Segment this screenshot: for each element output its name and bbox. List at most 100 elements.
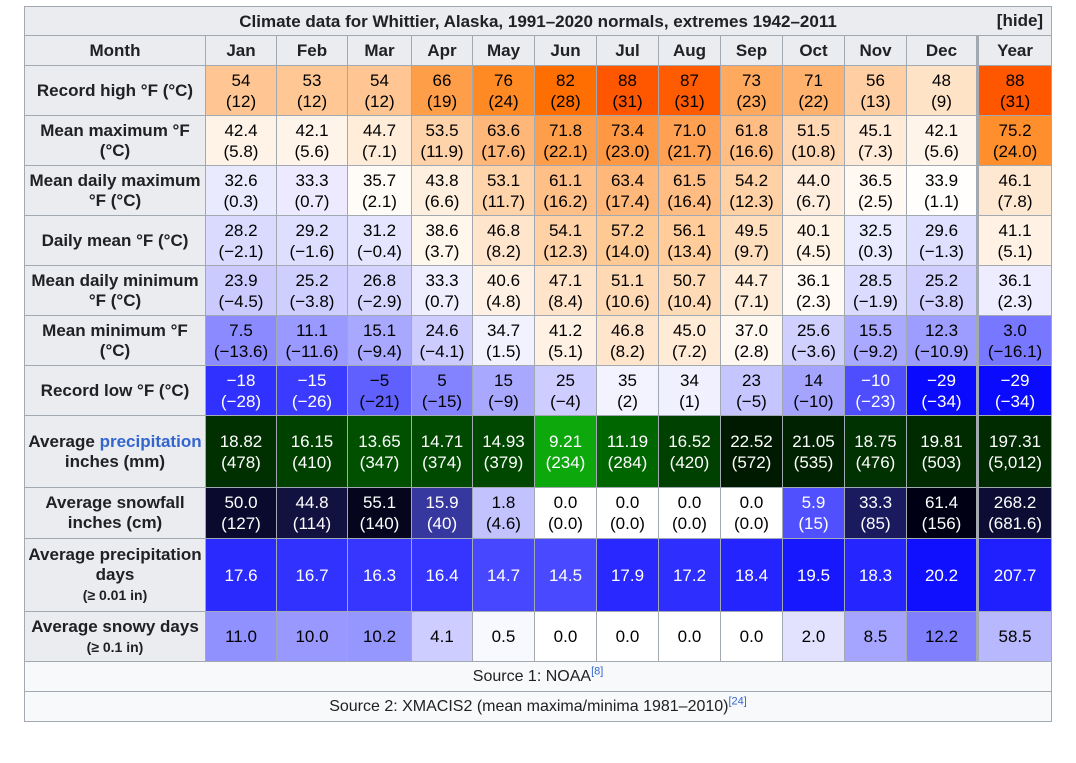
source-1-ref-link[interactable]: [8] — [591, 665, 604, 678]
cell-value-c: (−2.9) — [357, 291, 402, 311]
cell-value-c: (140) — [359, 514, 400, 533]
cell-value-c: (2) — [617, 391, 638, 411]
cell-daily-mean-jan: 28.2 (−2.1) — [205, 215, 277, 266]
cell-value-f: 66 — [432, 70, 452, 90]
cell-mean-max-may: 63.6 (17.6) — [472, 115, 535, 166]
cell-precipitation-jun: 9.21 (234) — [534, 415, 597, 488]
cell-mean-min-jul: 46.8 (8.2) — [596, 315, 659, 366]
cell-value-f: 71 — [804, 70, 823, 90]
cell-value-c: (420) — [669, 452, 710, 472]
cell-daily-mean-jun: 54.1 (12.3) — [534, 215, 597, 266]
cell-value-c: (8.2) — [486, 241, 521, 261]
precipitation-link[interactable]: precipitation — [99, 431, 202, 451]
cell-value-c: (234) — [545, 452, 586, 472]
row-label-text: Mean minimum °F (°C) — [42, 320, 188, 360]
cell-mean-min-aug: 45.0 (7.2) — [658, 315, 721, 366]
cell-mean-min-may: 34.7 (1.5) — [472, 315, 535, 366]
cell-value-c: (10.4) — [667, 291, 712, 311]
row-label-text: Average precipitation days — [28, 545, 202, 584]
cell-value-c: (127) — [221, 514, 261, 533]
row-snowfall: Average snowfall inches (cm) 50.0 (127) 44.… — [24, 487, 1053, 539]
cell-value-f: 17.9 — [610, 565, 645, 585]
cell-value-f: 49.5 — [734, 220, 769, 240]
cell-value-c: (−4) — [550, 391, 581, 411]
cell-mean-daily-min-oct: 36.1 (2.3) — [782, 265, 845, 316]
cell-value-f: 11.0 — [225, 627, 257, 646]
month-header-dec: Dec — [906, 35, 978, 66]
cell-precip-days-feb: 16.7 — [276, 538, 348, 612]
cell-value-c: (11.9) — [420, 141, 464, 161]
cell-value-c: (7.8) — [997, 191, 1033, 211]
cell-value-f: 51.1 — [610, 270, 645, 290]
cell-value-f: 61.1 — [548, 170, 583, 190]
cell-record-high-jun: 82 (28) — [534, 65, 597, 116]
cell-value-c: (374) — [422, 452, 462, 472]
source-2-ref-link[interactable]: [24] — [728, 695, 747, 708]
cell-value-c: (7.2) — [672, 341, 707, 361]
cell-snowy-days-aug: 0.0 — [658, 611, 721, 662]
month-header-apr: Apr — [411, 35, 473, 66]
table-body: Record high °F (°C) 54 (12) 53 (12) 54 (12) 66(… — [24, 65, 1053, 662]
climate-table: Climate data for Whittier, Alaska, 1991–… — [23, 6, 1053, 722]
row-label-mean-daily-min: Mean daily minimum °F (°C) — [24, 265, 206, 316]
cell-value-f: 26.8 — [362, 270, 397, 290]
cell-value-f: 9.21 — [548, 431, 583, 451]
cell-daily-mean-nov: 32.5 (0.3) — [844, 215, 907, 266]
cell-daily-mean-apr: 38.6 (3.7) — [411, 215, 473, 266]
cell-value-f: 54 — [231, 70, 251, 90]
cell-value-f: 43.8 — [425, 170, 459, 190]
cell-value-f: 34 — [680, 370, 699, 390]
cell-value-f: −15 — [297, 370, 327, 390]
cell-value-f: 18.75 — [854, 431, 897, 451]
cell-value-f: 33.3 — [425, 270, 459, 290]
cell-precipitation-oct: 21.05 (535) — [782, 415, 845, 488]
cell-precip-days-oct: 19.5 — [782, 538, 845, 612]
cell-value-f: 13.65 — [358, 431, 401, 451]
cell-value-c: (9.7) — [734, 241, 769, 261]
cell-value-c: (−16.1) — [987, 341, 1043, 361]
cell-value-f: 38.6 — [425, 220, 459, 240]
cell-record-high-nov: 56 (13) — [844, 65, 907, 116]
cell-value-c: (5,012) — [988, 452, 1042, 472]
cell-value-f: 34.7 — [486, 320, 521, 340]
cell-value-c: (31) — [612, 91, 643, 111]
cell-precip-days-year: 207.7 — [975, 538, 1053, 612]
cell-value-c: (11.7) — [481, 191, 526, 211]
cell-mean-daily-min-apr: 33.3 (0.7) — [411, 265, 473, 316]
cell-precipitation-mar: 13.65 (347) — [347, 415, 412, 488]
row-label-precip-days: Average precipitation days (≥ 0.01 in) — [24, 538, 206, 612]
source-2-text: Source 2: XMACIS2 (mean maxima/minima 19… — [329, 698, 729, 715]
cell-value-c: (13.4) — [667, 241, 712, 261]
cell-mean-max-oct: 51.5 (10.8) — [782, 115, 845, 166]
cell-value-c: (17.6) — [481, 141, 526, 161]
cell-snowfall-jan: 50.0 (127) — [205, 487, 277, 539]
cell-precipitation-feb: 16.15 (410) — [276, 415, 348, 488]
cell-record-low-jan: −18 (−28) — [205, 365, 277, 416]
cell-value-f: 18.82 — [219, 431, 263, 451]
cell-value-f: 268.2 — [993, 493, 1037, 512]
cell-value-c: (347) — [359, 452, 400, 472]
cell-value-c: (15) — [798, 514, 829, 533]
cell-daily-mean-dec: 29.6 (−1.3) — [906, 215, 978, 266]
cell-value-c: (40) — [426, 514, 458, 533]
row-mean-daily-min: Mean daily minimum °F (°C) 23.9 (−4.5) 25.2… — [24, 265, 1053, 316]
hide-toggle-link[interactable]: [hide] — [996, 11, 1044, 30]
cell-precipitation-apr: 14.71 (374) — [411, 415, 473, 488]
cell-value-f: 42.1 — [295, 120, 329, 140]
cell-value-c: (156) — [921, 514, 962, 533]
cell-mean-max-nov: 45.1 (7.3) — [844, 115, 907, 166]
cell-value-c: (−11.6) — [285, 341, 339, 361]
cell-value-f: 0.0 — [553, 493, 578, 512]
cell-mean-max-apr: 53.5 (11.9) — [411, 115, 473, 166]
cell-value-c: (4.8) — [486, 291, 521, 311]
cell-snowfall-aug: 0.0 (0.0) — [658, 487, 721, 539]
cell-value-c: (6.7) — [796, 191, 831, 211]
cell-value-c: (22) — [798, 91, 829, 111]
cell-value-f: 35.7 — [362, 170, 397, 190]
cell-value-c: (−1.6) — [289, 241, 335, 261]
cell-value-f: 44.7 — [734, 270, 769, 290]
cell-mean-daily-min-jul: 51.1 (10.6) — [596, 265, 659, 316]
cell-mean-min-year: 3.0 (−16.1) — [975, 315, 1053, 366]
cell-value-f: 61.5 — [672, 170, 707, 190]
cell-value-f: 197.31 — [989, 431, 1042, 451]
